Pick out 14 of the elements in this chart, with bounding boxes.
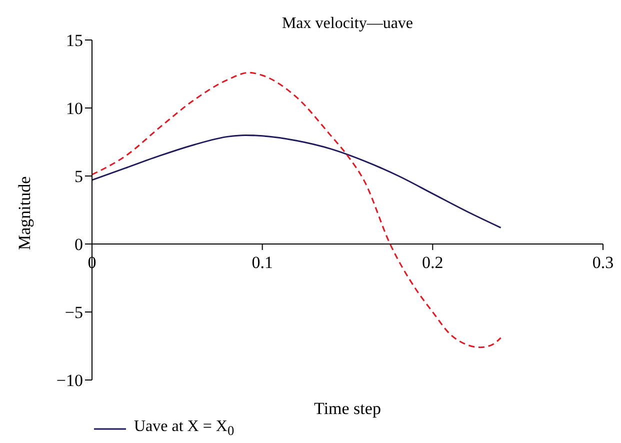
y-tick-label: 5 — [74, 167, 83, 186]
x-tick-label: 0.2 — [422, 253, 444, 272]
y-tick-label: 15 — [66, 31, 83, 50]
y-tick-label: −5 — [64, 303, 83, 322]
legend-label: Uave at X = X$_{0}$ — [134, 418, 234, 440]
x-axis-title: Time step — [314, 399, 381, 418]
chart-title: Max velocity—uave — [282, 15, 414, 32]
line-series — [92, 134, 502, 228]
x-tick-label: 0.1 — [252, 253, 273, 272]
y-axis-title: Magnitude — [15, 176, 34, 250]
y-tick-label: −10 — [56, 371, 83, 390]
y-tick-label: 10 — [66, 99, 83, 118]
y-tick-label: 0 — [74, 235, 83, 254]
x-tick-label: 0.3 — [592, 253, 614, 272]
